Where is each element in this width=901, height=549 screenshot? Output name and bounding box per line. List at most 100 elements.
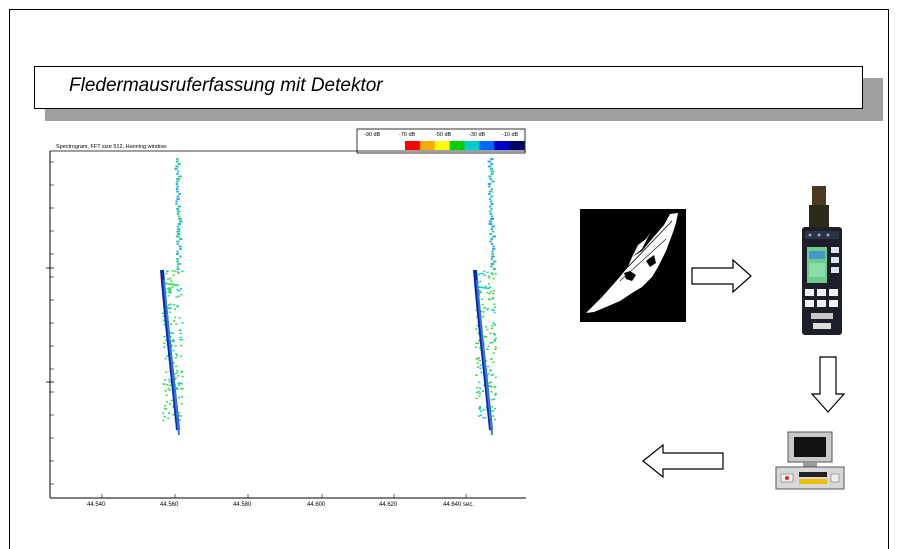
call-speckle [172, 349, 175, 352]
call-speckle [490, 238, 494, 240]
colorbar-label: -90 dB [364, 132, 381, 138]
call-speckle [181, 338, 184, 341]
call-speckle [177, 375, 180, 377]
call-speckle [493, 333, 496, 335]
call-speckle [178, 245, 182, 248]
call-speckle [169, 277, 172, 280]
colorbar-swatch [419, 141, 436, 150]
call-speckle [488, 385, 491, 387]
call-speckle [181, 375, 184, 378]
slide-frame [9, 9, 889, 549]
call-speckle [179, 248, 182, 250]
call-speckle [176, 304, 179, 307]
call-speckle [488, 205, 492, 208]
call-speckle [492, 277, 495, 280]
call-speckle [479, 286, 482, 288]
call-speckle [493, 398, 496, 400]
call-speckle [492, 260, 497, 263]
call-speckle [168, 412, 171, 414]
spectrogram-panel: Spectrogram, FFT size 512, Hanning windo… [40, 120, 540, 530]
call-speckle [168, 403, 171, 405]
arrow-right-icon [691, 258, 752, 294]
call-speckle [483, 335, 486, 338]
call-speckle [490, 163, 494, 165]
call-speckle [480, 272, 483, 275]
call-speckle [176, 388, 179, 390]
call-speckle [178, 175, 183, 178]
call-speckle [490, 188, 493, 190]
call-speckle [174, 377, 177, 380]
call-speckle [478, 406, 481, 408]
call-speckle [492, 297, 495, 300]
call-speckle [488, 277, 491, 279]
call-speckle [491, 398, 494, 401]
call-speckle [479, 347, 482, 349]
call-speckle [169, 303, 172, 305]
call-speckle [484, 287, 487, 289]
call-speckle [492, 245, 495, 248]
call-speckle [493, 338, 496, 341]
call-speckle [176, 173, 179, 175]
call-speckle [489, 341, 492, 344]
call-speckle [491, 297, 494, 299]
call-speckle [488, 185, 491, 188]
call-speckle [493, 386, 496, 388]
call-speckle [180, 344, 183, 347]
call-speckle [173, 378, 176, 381]
call-speckle [176, 230, 181, 233]
call-speckle [171, 270, 174, 272]
call-speckle [175, 188, 179, 190]
call-speckle [483, 270, 486, 272]
call-speckle [491, 373, 494, 376]
call-speckle [172, 274, 175, 276]
call-speckle [484, 285, 487, 288]
call-speckle [487, 298, 490, 300]
call-speckle [178, 382, 181, 385]
call-speckle [176, 369, 179, 372]
call-speckle [481, 286, 484, 289]
call-speckle [176, 268, 180, 270]
x-tickmarks [101, 494, 467, 498]
call-speckle [169, 283, 172, 285]
call-speckle [478, 289, 481, 292]
call-speckle [488, 190, 493, 193]
call-speckle [477, 281, 480, 283]
call-speckle [163, 342, 166, 344]
colorbar-swatch [449, 141, 465, 150]
call-speckle [176, 284, 179, 287]
call-speckle [172, 339, 175, 341]
call-speckle [167, 287, 170, 290]
call-speckle [180, 382, 183, 385]
call-speckle [479, 367, 482, 369]
call-speckle [494, 394, 497, 396]
call-speckle [483, 274, 486, 276]
call-speckle [492, 415, 495, 417]
call-speckle [487, 283, 490, 285]
call-speckle [488, 223, 493, 225]
call-speckle [162, 315, 165, 318]
call-speckle [492, 309, 495, 311]
call-speckle [175, 296, 178, 298]
colorbar-label: -50 dB [435, 132, 452, 138]
call-speckle [176, 225, 180, 228]
call-speckle [176, 190, 179, 193]
call-speckle [162, 312, 165, 315]
call-speckle [175, 165, 179, 168]
x-tick-label: 44.580 [233, 502, 252, 508]
call-speckle [174, 345, 177, 347]
call-speckle [480, 371, 483, 374]
call-speckle [170, 340, 173, 342]
bat-detector-device [795, 185, 850, 337]
call-speckle [490, 358, 493, 360]
colorbar-label: -10 dB [502, 132, 519, 138]
call-speckle [167, 295, 170, 297]
call-speckle [176, 170, 180, 173]
colorbar-strip [405, 141, 525, 150]
y-ticks [46, 161, 54, 485]
call-speckle [181, 388, 184, 390]
call-speckle [176, 208, 180, 210]
call-speckle [175, 353, 178, 355]
call-speckle [489, 213, 493, 215]
call-speckle [176, 178, 181, 180]
call-speckle [168, 380, 171, 383]
